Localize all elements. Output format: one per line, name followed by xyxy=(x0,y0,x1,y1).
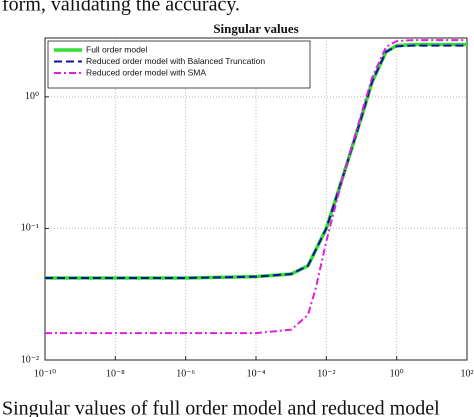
caption: Singular values of full order model and … xyxy=(2,398,440,417)
legend-box xyxy=(47,40,311,89)
chart-title: Singular values xyxy=(213,21,298,36)
y-tick-label: 10⁻¹ xyxy=(21,223,39,234)
x-tick-label: 10² xyxy=(461,368,474,379)
y-tick-label: 10⁰ xyxy=(25,91,39,102)
x-tick-label: 10⁰ xyxy=(390,368,404,379)
legend-label: Reduced order model with Balanced Trunca… xyxy=(86,56,265,66)
x-tick-label: 10⁻⁸ xyxy=(106,368,125,379)
y-tick-label: 10⁻² xyxy=(21,354,39,365)
legend-label: Full order model xyxy=(86,44,148,54)
legend-label: Reduced order model with SMA xyxy=(86,67,206,77)
axes-box xyxy=(44,37,468,361)
plot-area xyxy=(45,38,467,360)
x-tick-label: 10⁻⁶ xyxy=(176,368,195,379)
x-tick-label: 10⁻⁴ xyxy=(247,368,266,379)
x-tick-label: 10⁻¹⁰ xyxy=(34,368,56,379)
body-text: form, validating the accuracy. xyxy=(2,0,240,16)
series-line xyxy=(45,39,467,335)
x-tick-label: 10⁻² xyxy=(317,368,335,379)
